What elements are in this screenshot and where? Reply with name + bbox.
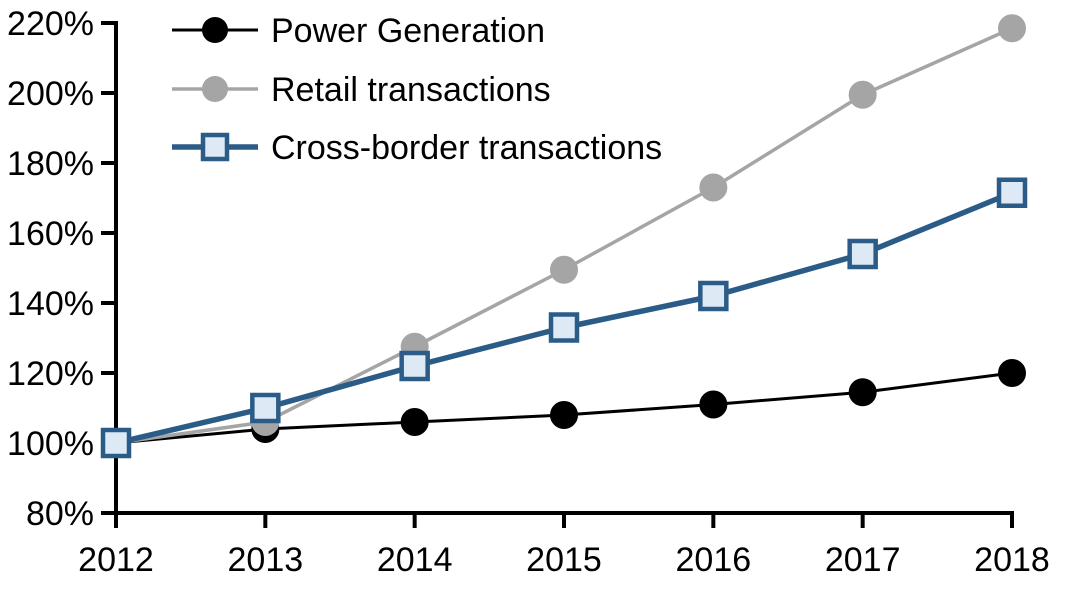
y-tick-label: 100% (7, 425, 94, 463)
data-point-marker (400, 408, 429, 436)
data-point-marker (699, 173, 728, 202)
legend-marker (200, 132, 230, 162)
legend-item-retail-transactions: Retail transactions (172, 71, 551, 109)
legend-marker (202, 17, 228, 43)
legend-label: Retail transactions (271, 71, 551, 109)
data-point-marker (548, 312, 580, 343)
data-point-marker (100, 427, 132, 459)
y-axis-ticks: 80% 100% 120% 140% 160% 180% 200% 220% (7, 5, 116, 533)
x-tick-label: 2013 (228, 541, 304, 579)
data-point-marker (847, 238, 878, 270)
y-tick-label: 80% (26, 495, 94, 533)
x-tick-label: 2018 (974, 541, 1050, 579)
y-tick-label: 160% (7, 215, 94, 253)
data-point-marker (699, 390, 728, 419)
data-point-marker (250, 392, 281, 424)
series-cross-border-transactions (100, 177, 1028, 459)
data-point-marker (848, 378, 877, 407)
data-point-marker (698, 280, 729, 312)
y-tick-label: 140% (7, 285, 94, 323)
data-point-marker (996, 177, 1028, 208)
data-point-marker (550, 401, 578, 429)
legend-item-power-generation: Power Generation (172, 12, 545, 50)
legend: Power Generation Retail transactions Cross… (172, 12, 662, 167)
y-tick-label: 200% (7, 75, 94, 113)
legend-marker (202, 76, 228, 102)
x-axis-ticks: 2012 2013 2014 2015 2016 2017 2018 (78, 513, 1050, 579)
x-tick-label: 2015 (526, 541, 602, 579)
legend-label: Cross-border transactions (271, 129, 662, 167)
data-point-marker (998, 14, 1026, 43)
data-point-marker (998, 359, 1026, 387)
x-tick-label: 2014 (377, 541, 453, 579)
y-tick-label: 180% (7, 145, 94, 183)
x-tick-label: 2017 (825, 541, 901, 579)
data-point-marker (848, 80, 877, 109)
legend-label: Power Generation (271, 12, 545, 50)
y-tick-label: 120% (7, 355, 94, 393)
legend-item-cross-border-transactions: Cross-border transactions (172, 129, 662, 167)
y-tick-label: 220% (7, 5, 94, 43)
data-point-marker (550, 255, 578, 284)
data-point-marker (399, 350, 430, 382)
x-tick-label: 2012 (78, 541, 154, 579)
x-tick-label: 2016 (676, 541, 752, 579)
